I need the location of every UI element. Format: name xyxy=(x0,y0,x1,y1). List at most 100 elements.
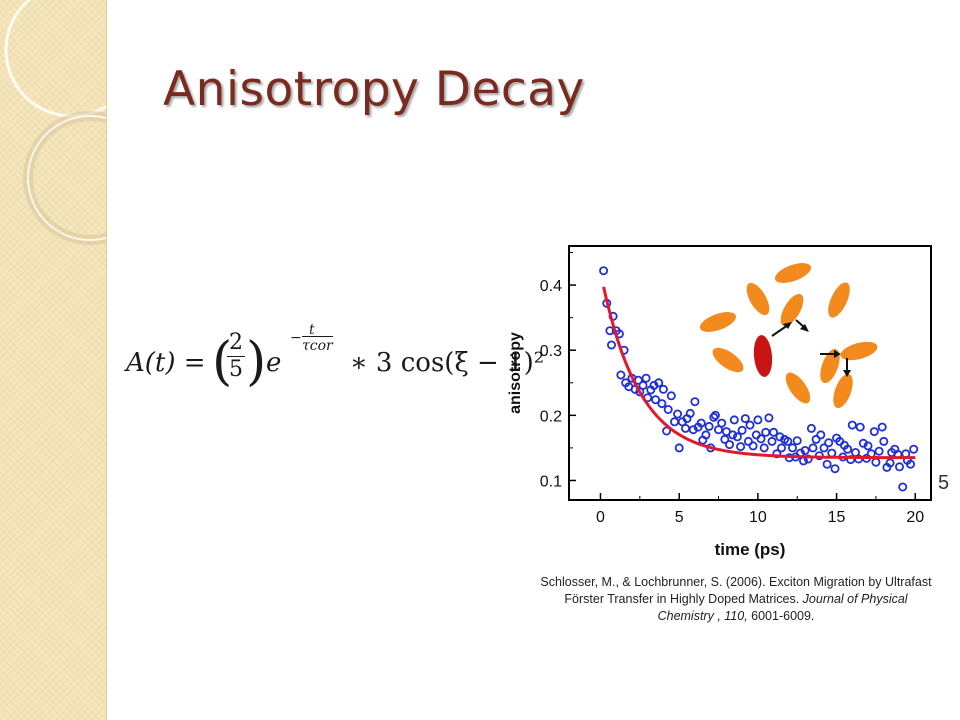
data-point xyxy=(819,443,829,453)
citation-journal-volume: Chemistry , 110, xyxy=(657,609,748,623)
x-tick-label: 0 xyxy=(596,509,605,526)
data-point xyxy=(824,438,834,448)
data-point xyxy=(724,440,734,450)
data-point xyxy=(654,378,664,388)
data-point xyxy=(877,422,887,432)
data-point xyxy=(808,443,818,453)
equation-open-paren: ( xyxy=(212,332,233,392)
sidebar-ring-large xyxy=(4,0,106,118)
data-point xyxy=(776,443,786,453)
scatter-points xyxy=(599,266,919,492)
anisotropy-chart: 0 5 10 15 20 0.1 0.2 0.3 0.4 time (ps) anisotrop… xyxy=(507,245,932,559)
equation-lhs: A(t) = xyxy=(126,348,206,378)
sidebar-ring-outer xyxy=(23,111,106,245)
data-point xyxy=(827,448,837,458)
data-point xyxy=(822,459,832,469)
equation-base: e xyxy=(266,348,282,378)
data-point xyxy=(674,443,684,453)
x-tick-label: 20 xyxy=(906,509,924,526)
citation-line-2: Förster Transfer in Highly Doped Matrice… xyxy=(512,591,960,608)
data-point xyxy=(869,427,879,437)
data-point xyxy=(669,417,679,427)
data-point xyxy=(800,445,810,455)
data-point xyxy=(690,397,700,407)
y-tick-label: 0.3 xyxy=(540,343,562,360)
data-point xyxy=(745,420,755,430)
data-point xyxy=(740,414,750,424)
data-point xyxy=(756,434,766,444)
data-point xyxy=(717,418,727,428)
data-point xyxy=(651,395,661,405)
slide-number: 5 xyxy=(938,472,950,494)
data-point xyxy=(748,441,758,451)
citation-pages: 6001-6009. xyxy=(747,609,815,623)
data-point xyxy=(710,410,720,420)
data-point xyxy=(792,436,802,446)
data-point xyxy=(761,427,771,437)
data-point xyxy=(729,415,739,425)
data-point xyxy=(607,340,617,350)
inset-molecule xyxy=(840,341,878,361)
data-point xyxy=(764,413,774,423)
data-point xyxy=(599,266,609,276)
data-point xyxy=(663,404,673,414)
inset-arrowhead xyxy=(843,370,851,377)
data-point xyxy=(737,425,747,435)
inset-molecule xyxy=(746,282,770,316)
x-tick-label: 15 xyxy=(828,509,846,526)
equation-fraction: 2 5 xyxy=(227,330,245,383)
data-point xyxy=(806,423,816,433)
y-axis-label: anisotropy xyxy=(507,332,524,414)
x-axis-label: time (ps) xyxy=(715,540,786,559)
axis-ticks: 0 5 10 15 20 0.1 0.2 0.3 0.4 xyxy=(540,252,924,526)
exponent-minus: − xyxy=(290,330,302,346)
data-point xyxy=(701,430,711,440)
data-point xyxy=(894,462,904,472)
data-point xyxy=(879,436,889,446)
data-point xyxy=(728,430,738,440)
data-point xyxy=(855,422,865,432)
inset-molecule xyxy=(712,347,744,373)
data-point xyxy=(704,421,714,431)
data-point xyxy=(736,442,746,452)
inset-molecule xyxy=(780,293,804,327)
data-point xyxy=(843,444,853,454)
data-point xyxy=(905,459,915,469)
inset-arrowhead xyxy=(783,322,792,329)
inset-molecule xyxy=(774,263,812,283)
y-tick-label: 0.2 xyxy=(540,408,562,425)
data-point xyxy=(898,482,908,492)
citation-line-1: Schlosser, M., & Lochbrunner, S. (2006).… xyxy=(540,575,932,589)
data-point xyxy=(811,434,821,444)
fraction-numerator: 2 xyxy=(227,330,245,357)
data-point xyxy=(759,443,769,453)
chart-inset-molecules xyxy=(699,263,878,409)
exponent-denominator: τcor xyxy=(302,336,333,354)
data-point xyxy=(830,464,840,474)
inset-arrowhead xyxy=(800,324,809,332)
x-tick-label: 10 xyxy=(749,509,767,526)
data-point xyxy=(769,427,779,437)
data-point xyxy=(680,423,690,433)
equation-rest: ∗ 3 cos(ξ − 1)² xyxy=(350,348,545,378)
data-point xyxy=(658,384,668,394)
inset-excited-molecule xyxy=(753,335,773,377)
data-point xyxy=(657,399,667,409)
inset-molecule xyxy=(820,348,840,384)
data-point xyxy=(909,444,919,454)
y-tick-label: 0.1 xyxy=(540,473,562,490)
inset-molecule xyxy=(785,372,811,404)
data-point xyxy=(816,430,826,440)
data-point xyxy=(783,436,793,446)
data-point xyxy=(616,370,626,380)
inset-molecule xyxy=(828,282,850,318)
data-point xyxy=(685,408,695,418)
plot-frame xyxy=(568,245,932,501)
data-point xyxy=(753,415,763,425)
inset-molecule xyxy=(833,373,853,409)
sidebar-rings-decoration xyxy=(4,0,106,245)
exponent-numerator: t xyxy=(309,322,315,338)
data-point xyxy=(641,373,651,383)
data-point xyxy=(787,443,797,453)
data-point xyxy=(885,458,895,468)
